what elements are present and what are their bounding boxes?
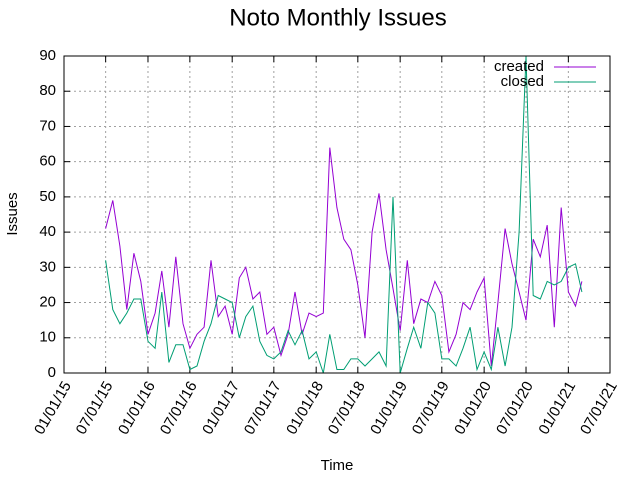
- x-tick-label: 07/01/20: [493, 378, 537, 437]
- x-tick-label: 07/01/19: [409, 378, 453, 437]
- y-tick-label: 70: [39, 117, 56, 134]
- y-tick-label: 60: [39, 153, 56, 170]
- data-line: [105, 55, 583, 374]
- y-tick-label: 40: [39, 223, 56, 240]
- y-tick-label: 10: [39, 329, 56, 346]
- y-tick-label: 50: [39, 188, 56, 205]
- x-tick-label: 07/01/18: [325, 378, 369, 437]
- y-tick-label: 30: [39, 258, 56, 275]
- legend-label: created: [494, 58, 544, 75]
- y-tick-label: 80: [39, 82, 56, 99]
- x-tick-label: 01/01/18: [283, 378, 327, 437]
- y-tick-label: 20: [39, 294, 56, 311]
- x-tick-label: 07/01/16: [157, 378, 201, 437]
- x-tick-label: 01/01/20: [451, 378, 495, 437]
- chart-title: Noto Monthly Issues: [229, 4, 446, 31]
- y-axis-label: Issues: [4, 192, 21, 235]
- x-tick-label: 07/01/17: [241, 378, 285, 437]
- x-tick-label: 01/01/15: [31, 378, 75, 437]
- x-tick-label: 01/01/16: [115, 378, 159, 437]
- x-axis-label: Time: [321, 457, 354, 474]
- x-tick-label: 01/01/19: [367, 378, 411, 437]
- data-line: [105, 147, 583, 367]
- x-tick-label: 07/01/15: [73, 378, 117, 437]
- x-tick-label: 01/01/21: [535, 378, 579, 437]
- y-tick-label: 0: [48, 364, 56, 381]
- y-tick-label: 90: [39, 47, 56, 64]
- x-tick-label: 07/01/21: [577, 378, 621, 437]
- legend-label: closed: [501, 73, 544, 90]
- x-tick-label: 01/01/17: [199, 378, 243, 437]
- plot-border: [63, 55, 611, 374]
